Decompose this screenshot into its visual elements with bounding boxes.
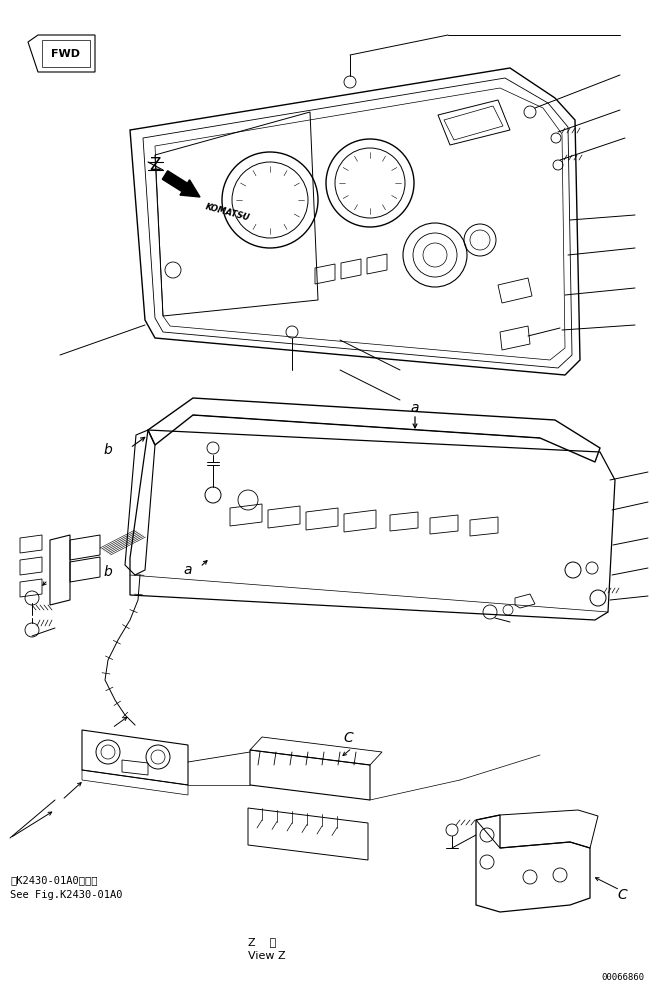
Text: C: C <box>617 888 627 902</box>
Text: View Z: View Z <box>248 951 286 961</box>
Text: 第K2430-01A0図参照: 第K2430-01A0図参照 <box>10 875 97 885</box>
Text: FWD: FWD <box>52 49 80 59</box>
FancyArrow shape <box>162 171 200 197</box>
Text: a: a <box>184 563 192 577</box>
Text: See Fig.K2430-01A0: See Fig.K2430-01A0 <box>10 890 122 900</box>
Text: Z: Z <box>149 156 161 174</box>
Text: C: C <box>343 731 353 745</box>
Text: a: a <box>411 401 419 415</box>
Text: Z    視: Z 視 <box>248 937 276 947</box>
Text: b: b <box>103 443 112 457</box>
Text: 00066860: 00066860 <box>601 973 644 982</box>
Text: KOMATSU: KOMATSU <box>205 203 251 223</box>
Text: b: b <box>103 565 112 579</box>
